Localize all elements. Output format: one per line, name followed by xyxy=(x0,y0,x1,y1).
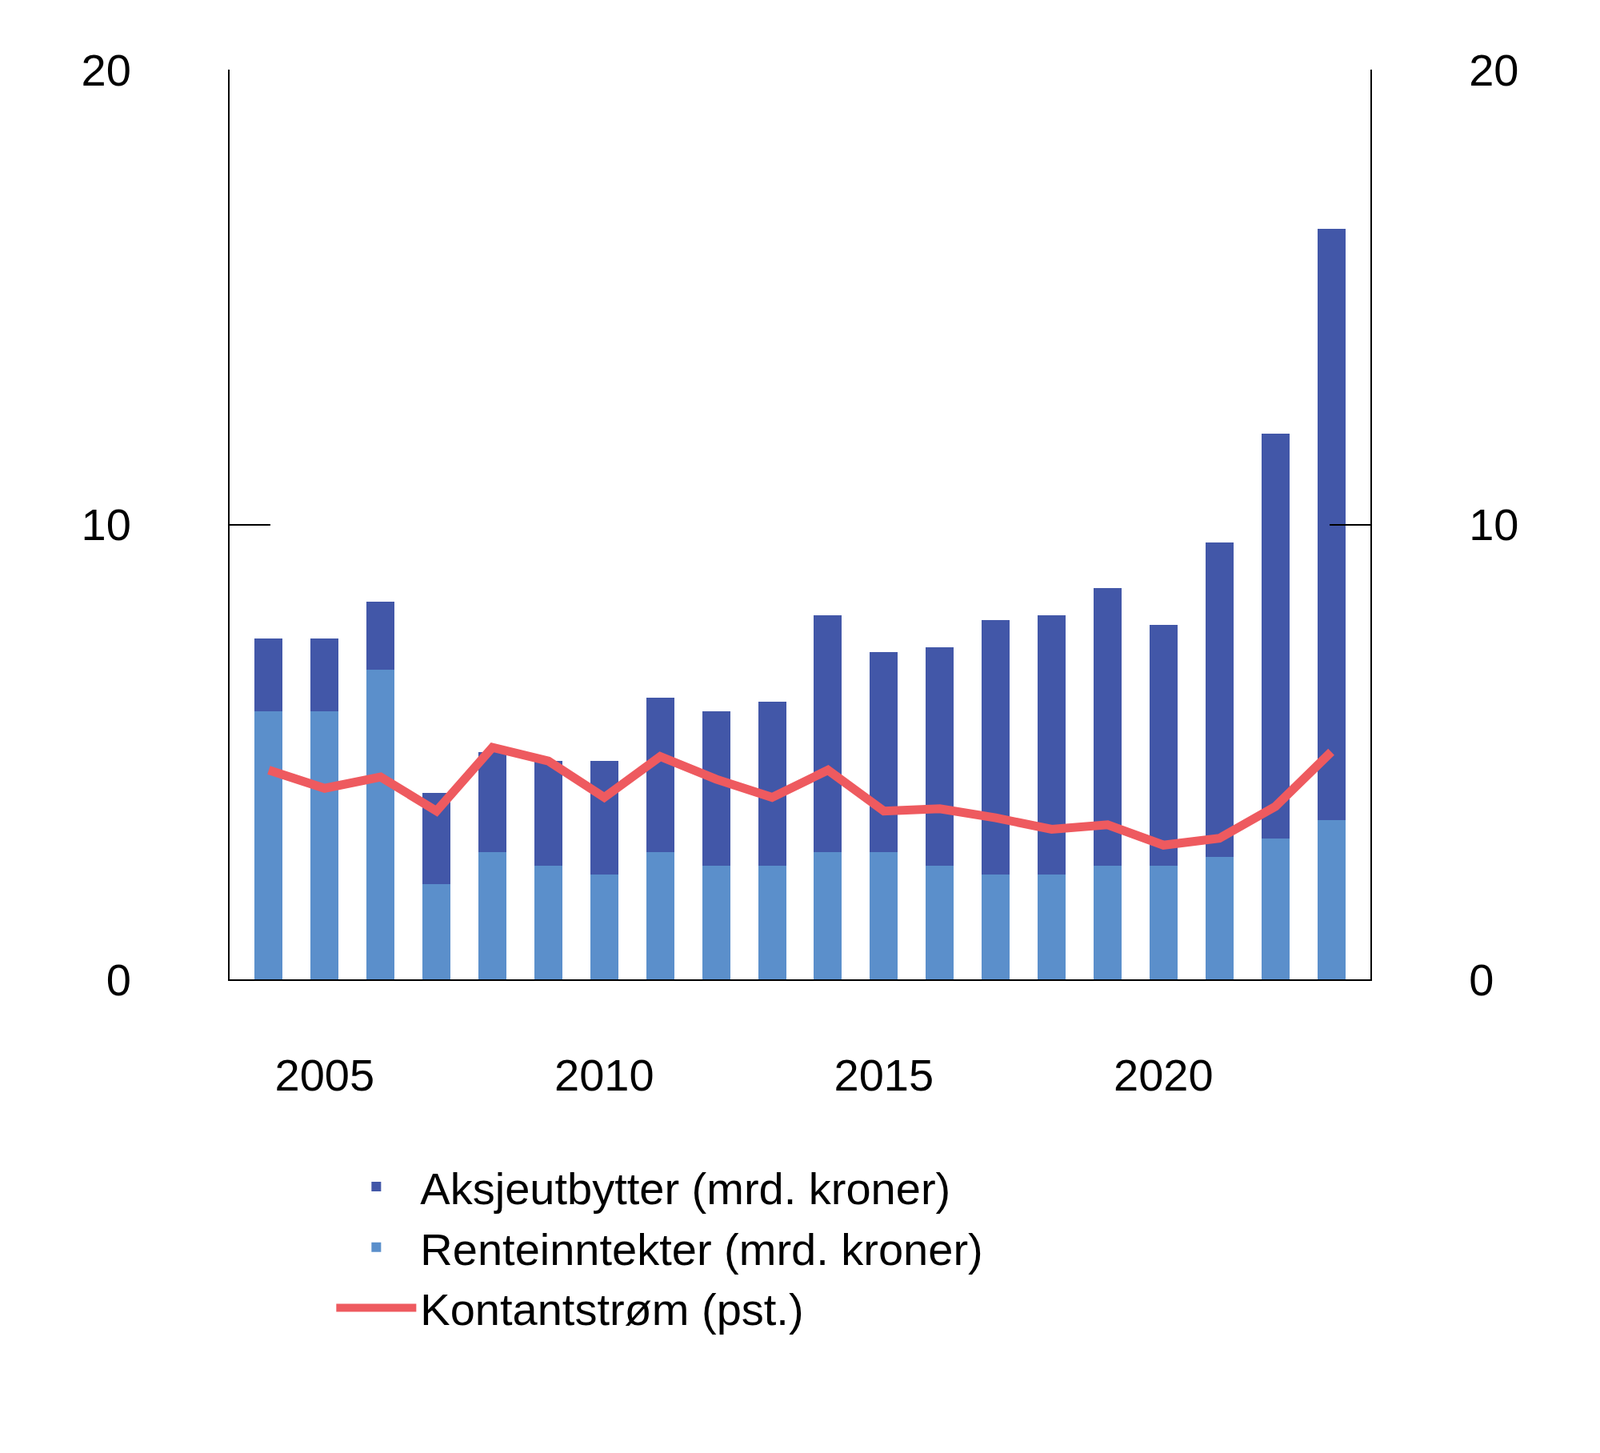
svg-text:20: 20 xyxy=(1468,44,1519,96)
svg-text:2015: 2015 xyxy=(834,1049,935,1100)
svg-text:20: 20 xyxy=(81,44,132,96)
svg-text:10: 10 xyxy=(1468,499,1519,550)
svg-text:2020: 2020 xyxy=(1113,1049,1214,1100)
svg-text:Aksjeutbytter (mrd. kroner): Aksjeutbytter (mrd. kroner) xyxy=(420,1163,951,1214)
svg-text:Renteinntekter (mrd. kroner): Renteinntekter (mrd. kroner) xyxy=(420,1224,983,1275)
svg-text:10: 10 xyxy=(81,499,132,550)
svg-text:0: 0 xyxy=(1468,954,1494,1005)
svg-text:2010: 2010 xyxy=(554,1049,655,1100)
svg-text:Kontantstrøm (pst.): Kontantstrøm (pst.) xyxy=(420,1284,804,1335)
svg-text:0: 0 xyxy=(106,954,132,1005)
svg-text:2005: 2005 xyxy=(275,1049,376,1100)
